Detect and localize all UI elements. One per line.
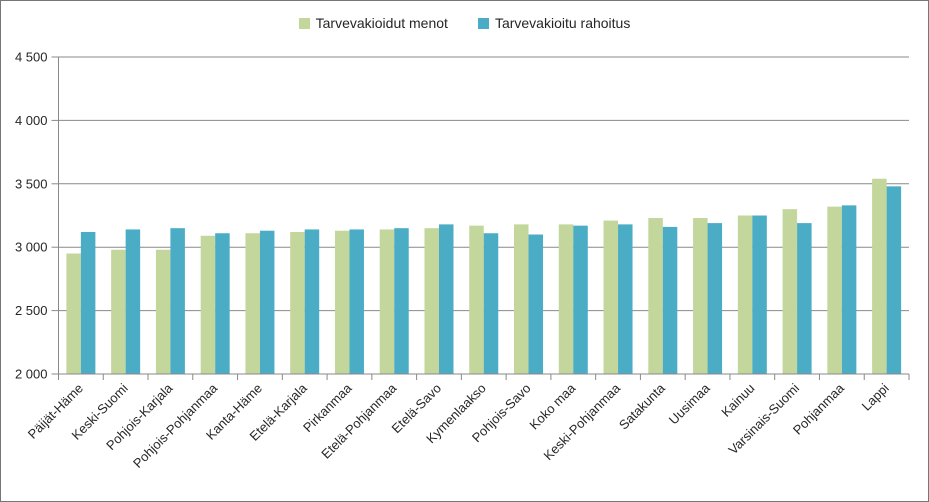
bar-rahoitus xyxy=(841,205,857,374)
bar-menot xyxy=(66,253,81,374)
bar-rahoitus xyxy=(259,230,275,374)
x-axis-label: Uusimaa xyxy=(666,380,713,427)
x-axis-label: Kainuu xyxy=(718,381,757,420)
bar-rahoitus xyxy=(618,224,633,374)
legend-label-rahoitus: Tarvevakioitu rahoitus xyxy=(494,15,631,31)
bar-menot xyxy=(290,231,305,374)
bar-rahoitus xyxy=(215,233,230,374)
bar-menot xyxy=(200,235,216,374)
y-axis-label: 2 500 xyxy=(15,303,48,318)
bar-rahoitus xyxy=(304,229,320,374)
bar-rahoitus xyxy=(752,215,767,374)
bar-menot xyxy=(469,225,484,374)
bar-menot xyxy=(245,233,260,374)
bar-rahoitus xyxy=(797,223,812,374)
x-axis-label: Lappi xyxy=(859,380,892,413)
legend-swatch-menot-icon xyxy=(298,17,310,29)
bar-menot xyxy=(379,229,395,374)
bar-rahoitus xyxy=(170,228,185,374)
bar-menot xyxy=(334,230,350,374)
chart-legend: Tarvevakioidut menot Tarvevakioitu rahoi… xyxy=(1,15,928,31)
bar-menot xyxy=(514,224,529,374)
bar-menot xyxy=(872,178,887,374)
bar-menot xyxy=(782,209,798,374)
bar-menot xyxy=(111,249,126,374)
y-axis-label: 4 000 xyxy=(15,113,48,128)
bar-rahoitus xyxy=(707,223,723,374)
bar-menot xyxy=(603,220,619,374)
x-axis-label: Pohjois-Pohjanmaa xyxy=(130,380,221,471)
x-axis-label: Etelä-Pohjanmaa xyxy=(318,380,400,462)
bar-rahoitus xyxy=(394,228,409,374)
bar-menot xyxy=(424,228,439,374)
y-axis-label: 3 000 xyxy=(15,240,48,255)
bar-rahoitus xyxy=(528,234,544,374)
bar-menot xyxy=(827,206,842,374)
bar-menot xyxy=(693,218,708,374)
bar-rahoitus xyxy=(662,226,678,374)
legend-label-menot: Tarvevakioidut menot xyxy=(315,15,448,31)
x-axis-label: Keski-Pohjanmaa xyxy=(541,380,624,463)
y-axis-label: 3 500 xyxy=(15,176,48,191)
y-axis-label: 4 500 xyxy=(15,50,48,65)
bar-menot xyxy=(737,215,753,374)
legend-item-tarvevakioitu-rahoitus: Tarvevakioitu rahoitus xyxy=(477,15,631,31)
bar-rahoitus xyxy=(125,229,141,374)
bar-rahoitus xyxy=(438,224,454,374)
x-axis-label: Satakunta xyxy=(616,380,669,433)
bar-rahoitus xyxy=(573,225,588,374)
bar-menot xyxy=(648,218,663,374)
bar-rahoitus xyxy=(349,229,364,374)
y-axis-label: 2 000 xyxy=(15,367,48,382)
legend-swatch-rahoitus-icon xyxy=(477,17,489,29)
legend-item-tarvevakioidut-menot: Tarvevakioidut menot xyxy=(298,15,448,31)
bar-rahoitus xyxy=(483,233,499,374)
bar-menot xyxy=(558,224,574,374)
bar-menot xyxy=(155,249,171,374)
bar-rahoitus xyxy=(886,186,902,374)
bar-rahoitus xyxy=(80,231,96,374)
